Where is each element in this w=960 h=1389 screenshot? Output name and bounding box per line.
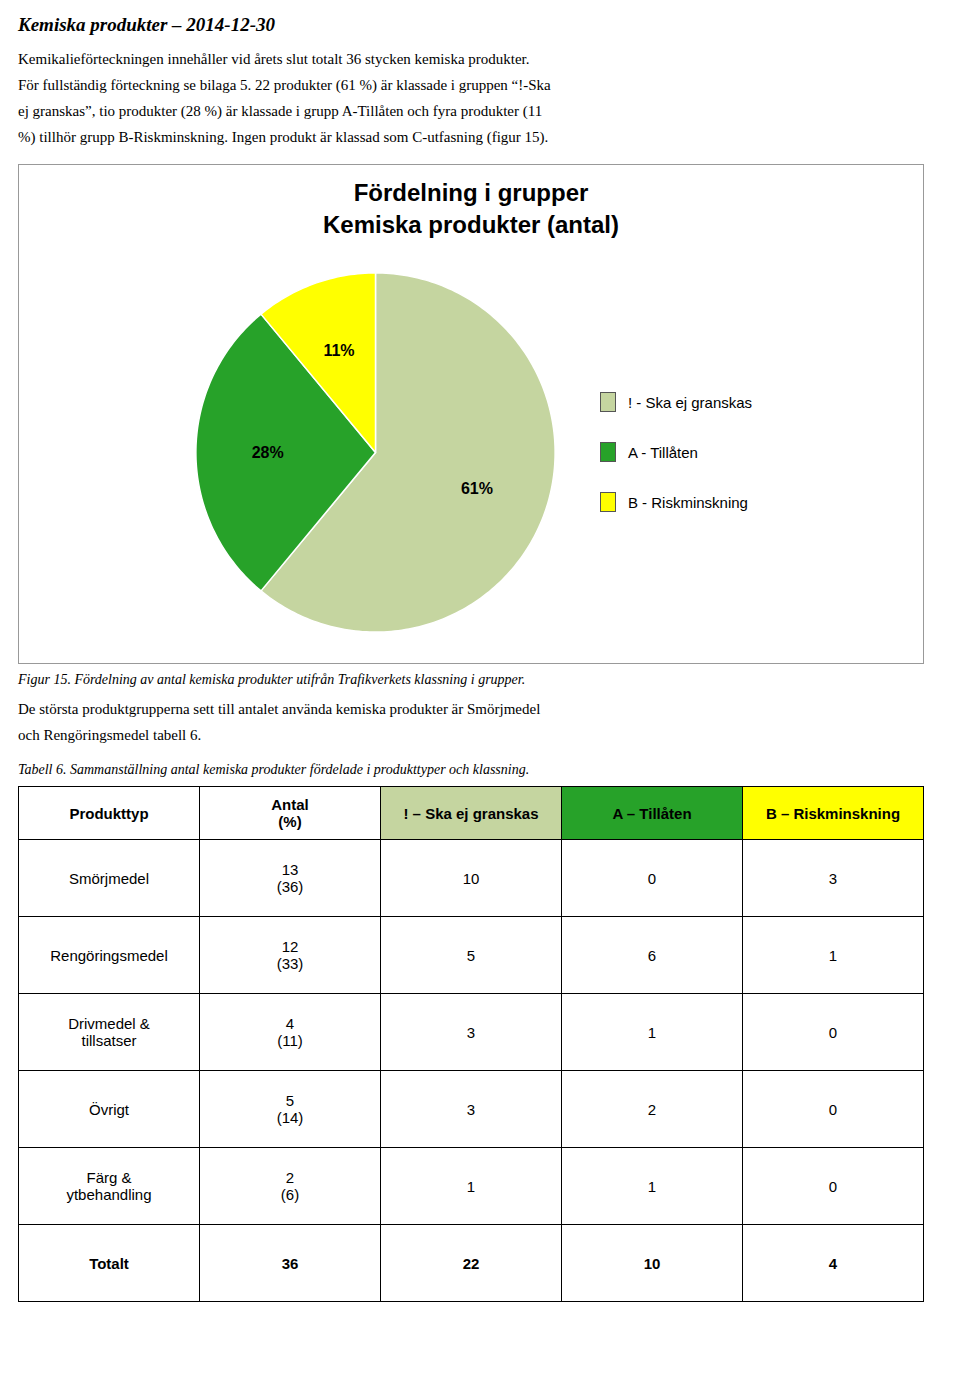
html-text:A – Tillåten: A – Tillåten	[612, 804, 692, 822]
html-text:Kemiska produkter (antal): Kemiska produkter (antal)	[323, 211, 619, 238]
html-text:13 (36): 13 (36)	[276, 861, 304, 895]
html-text:För fullständig förteckning se: För fullständig förteckning se bilaga 5.…	[18, 77, 551, 93]
html-text:10: 10	[643, 1254, 661, 1272]
html-text:0: 0	[647, 869, 657, 887]
html-text:12 (33): 12 (33)	[276, 938, 304, 972]
html-text:5: 5	[466, 946, 476, 964]
html-text:3: 3	[466, 1023, 476, 1041]
html-text:De största produktgrupperna se: De största produktgrupperna sett till an…	[18, 701, 541, 717]
html-text:Smörjmedel: Smörjmedel	[69, 869, 149, 887]
html-text:! – Ska ej granskas: ! – Ska ej granskas	[403, 804, 539, 822]
html-text:2: 2	[647, 1100, 657, 1118]
html-text:22: 22	[462, 1254, 480, 1272]
html-text:4: 4	[828, 1254, 838, 1272]
html-text:%) tillhör grupp B-Riskminskni: %) tillhör grupp B-Riskminskning. Ingen …	[18, 129, 549, 145]
html-text:! - Ska ej granskas: ! - Ska ej granskas	[627, 393, 753, 411]
html-text:Totalt: Totalt	[89, 1254, 129, 1272]
html-text:Drivmedel & tillsatser: Drivmedel & tillsatser	[68, 1015, 150, 1049]
html-text:B – Riskminskning: B – Riskminskning	[765, 804, 901, 822]
html-text:Övrigt: Övrigt	[89, 1100, 129, 1118]
html-text:Kemiska produkter – 2014-12-30: Kemiska produkter – 2014-12-30	[18, 14, 275, 35]
html-text:Rengöringsmedel: Rengöringsmedel	[50, 946, 168, 964]
html-text:1: 1	[647, 1023, 657, 1041]
html-text:10: 10	[462, 869, 480, 887]
html-text:0: 0	[828, 1023, 838, 1041]
svg-text:11%: 11%	[323, 342, 354, 359]
html-text:1: 1	[647, 1177, 657, 1195]
html-text:och Rengöringsmedel tabell 6.: och Rengöringsmedel tabell 6.	[18, 727, 202, 743]
html-text:Kemikalieförteckningen innehål: Kemikalieförteckningen innehåller vid år…	[18, 51, 530, 67]
html-text:B - Riskminskning: B - Riskminskning	[627, 493, 748, 511]
html-text:36: 36	[281, 1254, 299, 1272]
html-text:4 (11): 4 (11)	[277, 1015, 303, 1049]
html-text:3: 3	[466, 1100, 476, 1118]
html-text:1: 1	[466, 1177, 476, 1195]
html-text:Tabell 6. Sammanställning anta: Tabell 6. Sammanställning antal kemiska …	[18, 762, 530, 777]
svg-text:28%: 28%	[252, 444, 284, 461]
html-text:Färg & ytbehandling: Färg & ytbehandling	[66, 1169, 152, 1203]
html-text:2 (6): 2 (6)	[280, 1169, 300, 1203]
html-text:Antal (%): Antal (%)	[271, 796, 309, 830]
html-text:Figur 15. Fördelning av antal: Figur 15. Fördelning av antal kemiska pr…	[18, 672, 526, 687]
svg-text:61%: 61%	[461, 480, 493, 497]
html-text:1: 1	[828, 946, 838, 964]
html-text:Produkttyp: Produkttyp	[69, 804, 149, 822]
html-text:A - Tillåten: A - Tillåten	[627, 443, 698, 461]
html-text:5 (14): 5 (14)	[276, 1092, 304, 1126]
html-text:6: 6	[647, 946, 657, 964]
html-text:0: 0	[828, 1100, 838, 1118]
html-text:Fördelning i grupper: Fördelning i grupper	[353, 179, 589, 206]
html-text:0: 0	[828, 1177, 838, 1195]
html-text:3: 3	[828, 869, 838, 887]
html-text:ej granskas”, tio produkter (2: ej granskas”, tio produkter (28 %) är kl…	[18, 103, 543, 119]
